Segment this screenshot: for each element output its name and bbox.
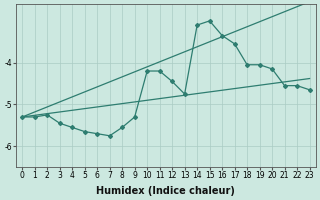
X-axis label: Humidex (Indice chaleur): Humidex (Indice chaleur) [96,186,235,196]
